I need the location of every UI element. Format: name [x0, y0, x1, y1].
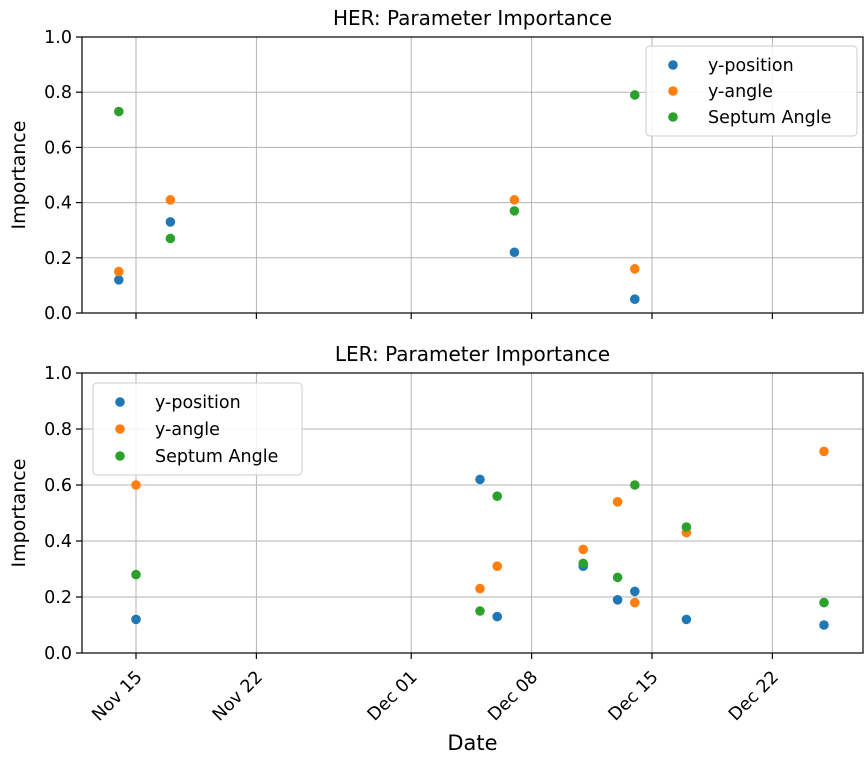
point-septum-angle	[131, 569, 141, 580]
y-tick-label: 0.2	[44, 588, 72, 608]
x-tick-label: Dec 15	[605, 667, 663, 725]
subplot-her: 0.0 0.2 0.4 0.6 0.8 1.0 y-position y-angle Septu…	[44, 28, 864, 324]
point-septum-angle	[509, 206, 520, 216]
y-tick-label: 0.0	[44, 304, 72, 324]
point-y-position	[509, 247, 520, 258]
x-tick-label: Dec 01	[364, 667, 422, 725]
legend-label: y-angle	[708, 82, 773, 102]
legend-marker-icon	[668, 112, 678, 122]
point-septum-angle	[819, 597, 829, 608]
x-tick-label: Dec 22	[725, 667, 783, 725]
point-y-angle	[578, 544, 588, 555]
point-septum-angle	[630, 90, 640, 100]
y-tick-label: 0.8	[44, 420, 72, 440]
legend-box	[92, 382, 303, 476]
y-tick-label: 0.0	[44, 644, 72, 664]
point-y-position	[165, 217, 176, 227]
point-y-position	[630, 294, 640, 305]
legend-label: y-position	[708, 56, 794, 76]
point-y-position	[630, 586, 640, 597]
point-septum-angle	[475, 606, 485, 616]
x-axis-label: Date	[447, 731, 498, 755]
y-tick-label: 0.6	[44, 476, 72, 496]
point-y-angle	[492, 561, 503, 571]
y-tick-label: 1.0	[44, 364, 72, 384]
x-tick-label: Nov 15	[89, 667, 147, 725]
point-y-angle	[509, 195, 520, 205]
legend-label: Septum Angle	[708, 108, 831, 128]
legend-marker-icon	[115, 397, 125, 407]
point-y-angle	[165, 195, 176, 205]
point-septum-angle	[492, 491, 503, 502]
plot-border	[81, 372, 864, 654]
point-y-position	[131, 614, 141, 625]
point-y-angle	[475, 583, 485, 594]
legend-marker-icon	[668, 86, 678, 96]
y-tick-label: 0.2	[44, 249, 72, 269]
point-y-position	[475, 474, 485, 485]
legend-her: y-position y-angle Septum Angle	[645, 45, 858, 137]
point-y-angle	[630, 597, 640, 608]
legend-label: y-position	[155, 393, 241, 413]
point-septum-angle	[630, 480, 640, 490]
point-septum-angle	[578, 558, 588, 569]
point-septum-angle	[681, 522, 692, 532]
point-y-position	[114, 275, 124, 285]
point-y-angle	[131, 480, 141, 490]
legend-marker-icon	[668, 60, 678, 70]
point-septum-angle	[165, 233, 176, 244]
point-y-angle	[114, 266, 124, 277]
point-y-position	[681, 614, 692, 625]
her-plot-title: HER: Parameter Importance	[332, 6, 613, 30]
legend-ler: y-position y-angle Septum Angle	[92, 382, 303, 476]
point-y-position	[492, 611, 503, 622]
x-tick-label: Dec 08	[484, 667, 542, 725]
plot-border	[81, 36, 864, 314]
legend-label: y-angle	[155, 420, 220, 440]
y-tick-label: 0.6	[44, 138, 72, 158]
legend-marker-icon	[115, 451, 125, 461]
point-septum-angle	[612, 572, 623, 583]
her-y-axis-label: Importance	[8, 120, 30, 230]
point-y-position	[819, 620, 829, 630]
y-tick-label: 0.4	[44, 194, 72, 214]
point-y-position	[612, 595, 623, 605]
subplot-ler: 0.0 0.2 0.4 0.6 0.8 1.0 Nov 15 Nov 22 Dec 01 Dec …	[44, 364, 864, 725]
point-y-angle	[630, 264, 640, 274]
point-y-angle	[612, 497, 623, 507]
point-septum-angle	[114, 106, 124, 117]
y-tick-label: 0.8	[44, 83, 72, 103]
y-tick-label: 1.0	[44, 28, 72, 48]
legend-marker-icon	[115, 424, 125, 434]
ler-plot-title: LER: Parameter Importance	[334, 342, 611, 366]
x-tick-label: Nov 22	[209, 667, 267, 725]
ler-y-axis-label: Importance	[8, 458, 30, 568]
point-y-angle	[819, 446, 829, 457]
y-tick-label: 0.4	[44, 532, 72, 552]
legend-box	[645, 45, 858, 137]
legend-label: Septum Angle	[155, 447, 278, 467]
